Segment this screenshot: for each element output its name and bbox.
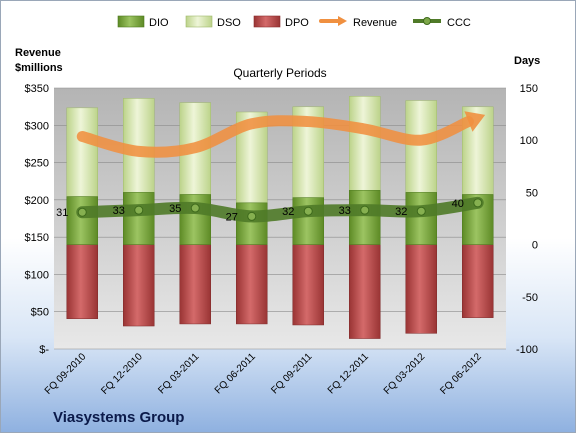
bar-dio (123, 192, 155, 245)
ccc-point (134, 205, 144, 215)
left-tick-label: $200 (25, 195, 49, 207)
bar-dso (66, 107, 98, 197)
category-label: FQ 09-2011 (269, 351, 314, 396)
ccc-point (416, 206, 426, 216)
chart-title: Quarterly Periods (233, 66, 326, 80)
company-name: Viasystems Group (53, 409, 184, 426)
ccc-label: 35 (169, 203, 181, 215)
category-label: FQ 03-2011 (156, 351, 201, 396)
legend-label-dso: DSO (217, 17, 241, 29)
right-tick-label: -100 (516, 344, 538, 356)
right-tick-label: -50 (522, 292, 538, 304)
left-tick-label: $- (39, 344, 49, 356)
left-tick-label: $50 (31, 307, 49, 319)
category-label: FQ 12-2010 (99, 351, 145, 397)
left-tick-label: $300 (25, 120, 49, 132)
bar-dso (349, 96, 381, 191)
legend-swatch-dpo (253, 15, 281, 28)
legend-label-revenue: Revenue (353, 17, 397, 29)
category-label: FQ 06-2012 (438, 351, 484, 397)
bar-dio (292, 197, 324, 245)
ccc-label: 27 (226, 211, 238, 223)
ccc-line (76, 196, 484, 223)
bar-dpo (292, 244, 324, 326)
legend-swatch-revenue (319, 16, 347, 26)
left-tick-label: $100 (25, 269, 49, 281)
legend-swatch-dio (117, 15, 145, 28)
right-tick-label: 0 (532, 240, 538, 252)
bar-dio (405, 192, 437, 245)
bar-dpo (236, 244, 268, 325)
category-label: FQ 09-2010 (43, 351, 89, 397)
bar-dpo (405, 244, 437, 334)
right-tick-label: 50 (526, 187, 538, 199)
bar-dpo (66, 244, 98, 319)
ccc-point (303, 206, 313, 216)
legend-swatch-ccc (413, 17, 441, 25)
ccc-label: 33 (113, 205, 125, 217)
left-axis-title-line2: $millions (15, 62, 63, 74)
left-tick-label: $250 (25, 158, 49, 170)
ccc-label: 32 (282, 206, 294, 218)
ccc-label: 32 (395, 206, 407, 218)
right-axis-title: Days (514, 55, 540, 67)
revenue-line (76, 115, 474, 158)
legend-label-dio: DIO (149, 17, 169, 29)
bar-dpo (179, 244, 211, 325)
category-label: FQ 06-2011 (213, 351, 258, 396)
legend-label-dpo: DPO (285, 17, 309, 29)
ccc-point (77, 207, 87, 217)
bar-dpo (349, 244, 381, 339)
bar-dio (236, 202, 268, 245)
left-tick-label: $350 (25, 83, 49, 95)
revenue-arrowhead (464, 111, 486, 132)
legend-label-ccc: CCC (447, 17, 471, 29)
bar-dpo (462, 244, 494, 318)
ccc-point (473, 198, 483, 208)
legend: DIO DSO DPO Revenue CCC (117, 15, 471, 29)
legend-swatch-dso (185, 15, 213, 28)
ccc-label: 33 (339, 205, 351, 217)
ccc-label: 40 (452, 198, 464, 210)
right-tick-label: 150 (520, 83, 538, 95)
ccc-point (360, 205, 370, 215)
category-label: FQ 12-2011 (326, 351, 371, 396)
right-tick-label: 100 (520, 135, 538, 147)
bar-dio (66, 196, 98, 245)
bar-dso (405, 100, 437, 193)
category-label: FQ 03-2012 (382, 351, 428, 397)
left-tick-label: $150 (25, 232, 49, 244)
ccc-point (190, 203, 200, 213)
lines: 31 33 35 27 32 33 32 40 (56, 111, 486, 223)
bar-dio (349, 190, 381, 245)
bar-dpo (123, 244, 155, 327)
ccc-point (247, 211, 257, 221)
left-axis-title-line1: Revenue (15, 47, 61, 59)
ccc-label: 31 (56, 207, 68, 219)
